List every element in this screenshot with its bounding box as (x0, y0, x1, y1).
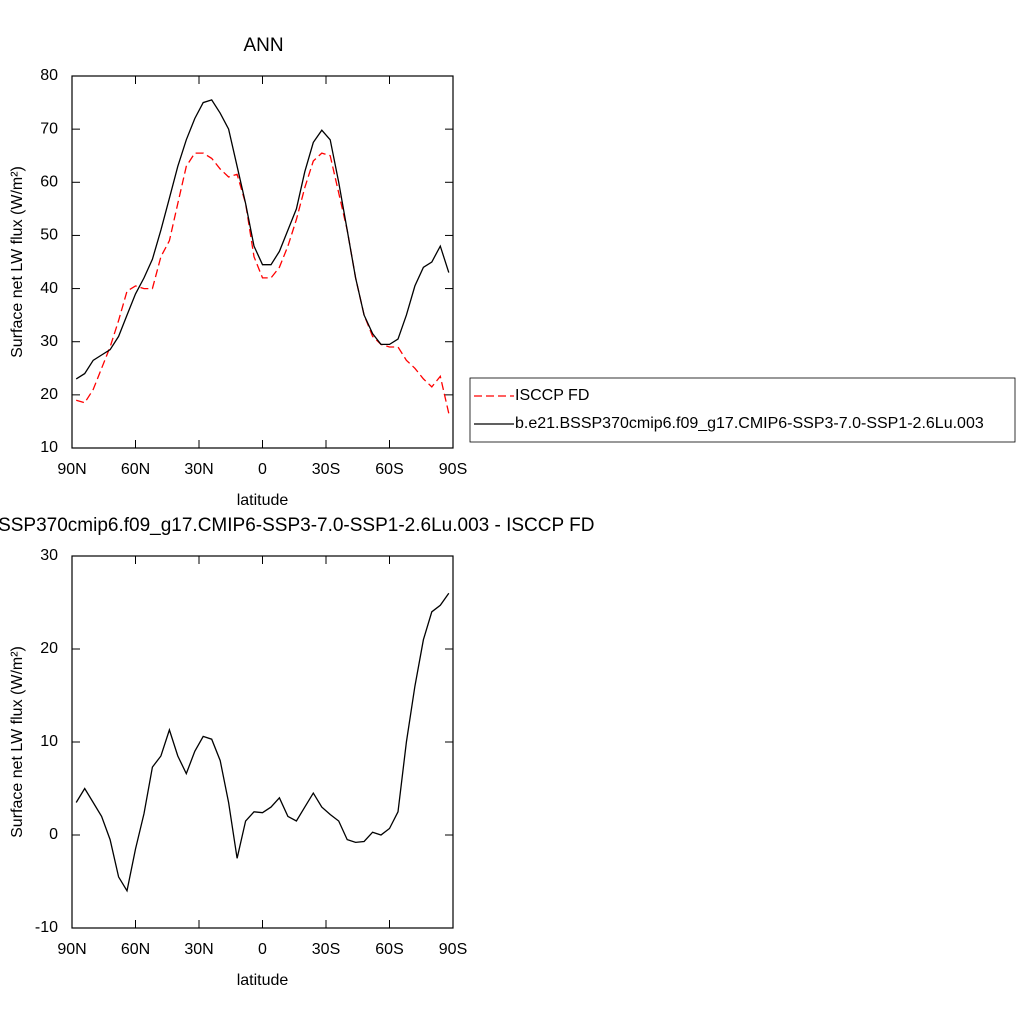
chart-title: ANN (243, 35, 283, 56)
legend-box (469, 377, 1016, 443)
y-tick-label: 20 (40, 386, 58, 403)
x-tick-label: 0 (258, 461, 267, 478)
chart-title: b.e21.BSSP370cmip6.f09_g17.CMIP6-SSP3-7.… (0, 515, 594, 536)
data-line (75, 592, 450, 893)
x-tick-label: 60S (375, 461, 403, 478)
y-tick-label: 30 (40, 547, 58, 564)
y-tick-label: 0 (49, 826, 58, 843)
data-line (76, 152, 450, 414)
x-axis-label: latitude (237, 972, 289, 989)
x-tick-label: 90N (57, 941, 86, 958)
x-tick-label: 0 (258, 941, 267, 958)
legend-label: b.e21.BSSP370cmip6.f09_g17.CMIP6-SSP3-7.… (515, 415, 984, 432)
y-tick-label: 40 (40, 280, 58, 297)
y-tick-label: 70 (40, 120, 58, 137)
x-tick-label: 60N (121, 461, 150, 478)
y-tick-label: 80 (40, 67, 58, 84)
x-tick-label: 60N (121, 941, 150, 958)
x-tick-label: 90S (439, 461, 467, 478)
y-axis-label: Surface net LW flux (W/m²) (9, 646, 26, 838)
legend-label: ISCCP FD (515, 387, 589, 404)
x-tick-label: 30S (312, 461, 340, 478)
y-tick-label: 30 (40, 333, 58, 350)
y-tick-label: 10 (40, 439, 58, 456)
y-tick-label: 60 (40, 174, 58, 191)
x-tick-label: 30N (184, 461, 213, 478)
y-axis-label: Surface net LW flux (W/m²) (9, 166, 26, 358)
plot-frame (71, 75, 454, 449)
plot-frame (71, 555, 454, 929)
x-tick-label: 90S (439, 941, 467, 958)
x-tick-label: 60S (375, 941, 403, 958)
x-tick-label: 30S (312, 941, 340, 958)
x-tick-label: 90N (57, 461, 86, 478)
y-tick-label: 20 (40, 640, 58, 657)
y-tick-label: 50 (40, 227, 58, 244)
y-tick-label: -10 (35, 919, 58, 936)
data-line (75, 99, 450, 380)
x-axis-label: latitude (237, 492, 289, 509)
y-tick-label: 10 (40, 733, 58, 750)
x-tick-label: 30N (184, 941, 213, 958)
